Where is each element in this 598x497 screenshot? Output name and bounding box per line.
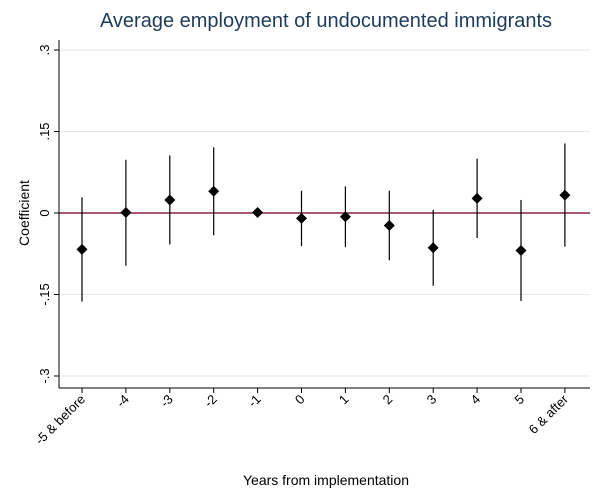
y-tick-label: 0 xyxy=(37,209,52,216)
grid-layer xyxy=(59,49,590,377)
y-tick-labels: .3 .15 0 -.15 -.3 xyxy=(37,45,52,384)
point-estimate xyxy=(296,212,307,224)
point-estimate xyxy=(515,244,527,256)
point-estimate xyxy=(76,243,88,255)
point-estimate xyxy=(471,192,483,204)
point-estimate xyxy=(427,242,439,254)
y-axis-title: Coefficient xyxy=(16,180,32,246)
chart-title: Average employment of undocumented immig… xyxy=(100,10,552,32)
x-axis-title: Years from implementation xyxy=(243,472,409,488)
y-tick-label: -.15 xyxy=(37,283,52,305)
point-estimate xyxy=(559,189,571,201)
axis-layer xyxy=(54,40,590,393)
point-estimate xyxy=(164,194,176,206)
point-estimate xyxy=(383,219,395,231)
point-estimate xyxy=(252,206,264,218)
y-tick-label: -.3 xyxy=(37,368,52,383)
point-estimates xyxy=(76,185,571,256)
point-estimate xyxy=(339,211,351,223)
y-tick-label: .15 xyxy=(37,122,52,140)
y-tick-label: .3 xyxy=(37,45,52,56)
point-estimate xyxy=(120,206,132,218)
point-estimate xyxy=(208,185,220,197)
